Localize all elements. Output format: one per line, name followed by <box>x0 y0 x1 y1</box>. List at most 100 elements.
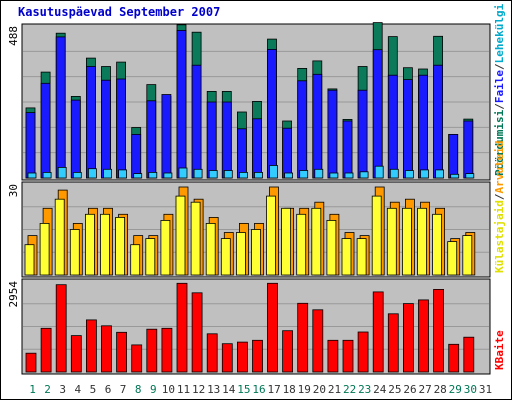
bar-külastajaid-25 <box>386 207 397 276</box>
legend-entry: Lehekülgi <box>493 3 506 63</box>
bar-külastajaid-27 <box>417 207 427 276</box>
bar-faile-21 <box>327 89 338 179</box>
bar-külastajaid-30 <box>462 235 473 276</box>
x-tick-label: 25 <box>388 383 401 396</box>
bar-lehekülgi-20 <box>314 168 324 179</box>
legend-entry: Pöördumisi <box>493 109 506 176</box>
bar-külastajaid-26 <box>401 207 412 276</box>
bar-faile-7 <box>116 78 126 179</box>
bar-külastajaid-23 <box>356 238 367 276</box>
panel-visits-sites: 30 Külastajaid/Arvuteid <box>7 141 506 278</box>
bar-kbaite-30 <box>463 336 475 373</box>
bar-külastajaid-18 <box>281 207 292 276</box>
bar-külastajaid-19 <box>296 213 307 276</box>
bar-faile-26 <box>402 79 413 179</box>
x-tick-label: 28 <box>434 383 447 396</box>
bar-külastajaid-10 <box>160 219 171 276</box>
bar-faile-11 <box>176 29 187 179</box>
bar-kbaite-19 <box>297 302 309 373</box>
bar-külastajaid-20 <box>311 207 322 276</box>
bar-faile-17 <box>267 49 277 179</box>
bar-lehekülgi-6 <box>103 168 112 179</box>
bar-lehekülgi-18 <box>284 172 294 179</box>
x-tick-label: 15 <box>237 383 250 396</box>
x-tick-label: 18 <box>283 383 296 396</box>
bar-lehekülgi-16 <box>254 171 263 179</box>
bar-lehekülgi-13 <box>208 170 218 179</box>
x-tick-label: 1 <box>29 383 36 396</box>
bar-lehekülgi-29 <box>450 173 460 179</box>
x-tick-label: 26 <box>403 383 416 396</box>
bar-külastajaid-12 <box>190 201 201 276</box>
bar-lehekülgi-7 <box>118 169 127 179</box>
bar-kbaite-18 <box>282 330 294 373</box>
bar-faile-1 <box>25 112 36 179</box>
legend-entry: KBaite <box>493 330 506 370</box>
chart-title: Kasutuspäevad September 2007 <box>18 5 220 19</box>
panel-legend: Külastajaid/Arvuteid <box>493 141 506 273</box>
bar-kbaite-5 <box>86 319 97 373</box>
bar-faile-6 <box>101 79 111 179</box>
bar-lehekülgi-23 <box>359 171 369 179</box>
bar-kbaite-10 <box>161 327 173 373</box>
bar-faile-23 <box>357 89 368 179</box>
x-tick-label: 10 <box>162 383 175 396</box>
bar-kbaite-27 <box>418 299 429 373</box>
legend-entry: / <box>493 103 506 110</box>
bar-faile-13 <box>206 101 217 179</box>
bar-külastajaid-7 <box>115 216 125 276</box>
bar-faile-18 <box>282 127 293 179</box>
legend-entry: / <box>493 63 506 70</box>
bar-lehekülgi-30 <box>465 173 475 179</box>
bar-lehekülgi-24 <box>374 165 384 179</box>
bar-külastajaid-16 <box>251 229 261 276</box>
x-tick-label: 29 <box>449 383 462 396</box>
x-tick-label: 11 <box>177 383 190 396</box>
bar-külastajaid-17 <box>266 195 276 276</box>
bar-kbaite-20 <box>312 309 324 373</box>
bar-lehekülgi-28 <box>435 169 445 179</box>
x-tick-label: 22 <box>343 383 356 396</box>
x-tick-label: 20 <box>313 383 326 396</box>
panel-kbytes: 2954 KBaite <box>7 278 506 375</box>
series-külastajaid <box>24 195 473 276</box>
bar-faile-12 <box>191 64 202 179</box>
x-tick-label: 27 <box>418 383 431 396</box>
bar-kbaite-9 <box>146 328 158 373</box>
bar-kbaite-24 <box>372 291 384 373</box>
chart-panels: 488Pöördumisi/Faile/Lehekülgi30Külastaja… <box>7 3 506 375</box>
bar-kbaite-17 <box>267 282 278 373</box>
bar-lehekülgi-12 <box>193 168 203 179</box>
bar-külastajaid-9 <box>145 238 156 276</box>
bar-lehekülgi-25 <box>389 168 399 179</box>
legend-entry: Arvuteid <box>493 141 506 194</box>
bar-lehekülgi-15 <box>238 171 248 179</box>
x-tick-label: 21 <box>328 383 341 396</box>
bar-faile-8 <box>131 133 142 179</box>
x-tick-label: 6 <box>105 383 112 396</box>
bar-kbaite-26 <box>402 303 414 373</box>
x-tick-label: 31 <box>479 383 492 396</box>
x-tick-label: 7 <box>120 383 127 396</box>
bar-faile-15 <box>236 128 247 179</box>
bar-lehekülgi-2 <box>42 171 52 179</box>
bar-kbaite-15 <box>236 341 248 373</box>
bar-faile-9 <box>146 100 157 179</box>
bar-lehekülgi-8 <box>133 173 143 179</box>
bar-külastajaid-8 <box>130 244 141 276</box>
bar-faile-16 <box>252 118 262 179</box>
bar-lehekülgi-5 <box>88 168 97 179</box>
bar-külastajaid-3 <box>54 198 65 276</box>
bar-kbaite-6 <box>101 325 112 373</box>
series-kbaite <box>25 282 475 373</box>
bar-lehekülgi-10 <box>163 172 173 179</box>
bar-lehekülgi-27 <box>420 169 429 179</box>
bar-faile-3 <box>55 36 66 179</box>
bar-kbaite-22 <box>342 339 354 373</box>
bar-kbaite-7 <box>116 331 127 373</box>
bar-lehekülgi-14 <box>223 170 233 179</box>
bar-faile-30 <box>463 120 474 179</box>
bar-lehekülgi-22 <box>344 172 354 179</box>
